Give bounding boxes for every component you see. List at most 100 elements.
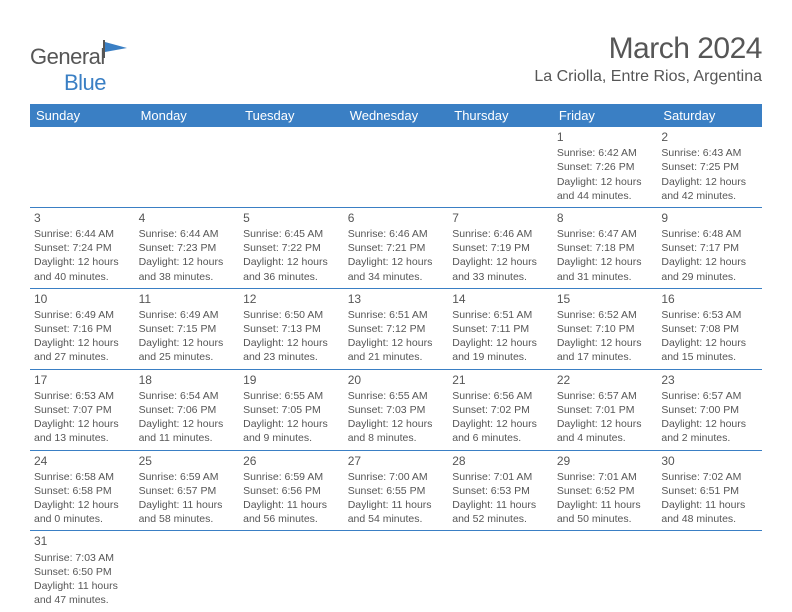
daylight-text: Daylight: 12 hours and 36 minutes.: [243, 255, 340, 283]
daylight-text: Daylight: 12 hours and 4 minutes.: [557, 417, 654, 445]
daylight-text: Daylight: 11 hours and 56 minutes.: [243, 498, 340, 526]
daylight-text: Daylight: 12 hours and 9 minutes.: [243, 417, 340, 445]
sunset-text: Sunset: 7:00 PM: [661, 403, 758, 417]
sunset-text: Sunset: 7:26 PM: [557, 160, 654, 174]
sunrise-text: Sunrise: 6:50 AM: [243, 308, 340, 322]
calendar-cell: 4Sunrise: 6:44 AMSunset: 7:23 PMDaylight…: [135, 207, 240, 288]
sunrise-text: Sunrise: 6:42 AM: [557, 146, 654, 160]
calendar-body: 1Sunrise: 6:42 AMSunset: 7:26 PM Daylight…: [30, 127, 762, 611]
daylight-text: Daylight: 11 hours and 47 minutes.: [34, 579, 131, 607]
day-number: 31: [34, 533, 131, 549]
day-number: 5: [243, 210, 340, 226]
sunset-text: Sunset: 7:03 PM: [348, 403, 445, 417]
calendar-cell: 15Sunrise: 6:52 AMSunset: 7:10 PMDayligh…: [553, 288, 658, 369]
day-number: 26: [243, 453, 340, 469]
sunrise-text: Sunrise: 6:54 AM: [139, 389, 236, 403]
day-number: 19: [243, 372, 340, 388]
daylight-text: Daylight: 12 hours and 6 minutes.: [452, 417, 549, 445]
daylight-text: Daylight: 11 hours and 48 minutes.: [661, 498, 758, 526]
day-number: 21: [452, 372, 549, 388]
calendar-cell: 16Sunrise: 6:53 AMSunset: 7:08 PMDayligh…: [657, 288, 762, 369]
calendar-row: 10Sunrise: 6:49 AMSunset: 7:16 PMDayligh…: [30, 288, 762, 369]
day-number: 12: [243, 291, 340, 307]
daylight-text: Daylight: 12 hours and 11 minutes.: [139, 417, 236, 445]
calendar-cell: 6Sunrise: 6:46 AMSunset: 7:21 PMDaylight…: [344, 207, 449, 288]
sunrise-text: Sunrise: 6:55 AM: [348, 389, 445, 403]
sunset-text: Sunset: 7:07 PM: [34, 403, 131, 417]
location-text: La Criolla, Entre Rios, Argentina: [534, 68, 762, 86]
calendar-row: 1Sunrise: 6:42 AMSunset: 7:26 PMDaylight…: [30, 127, 762, 207]
day-number: 18: [139, 372, 236, 388]
sunrise-text: Sunrise: 6:51 AM: [348, 308, 445, 322]
calendar-cell: 24Sunrise: 6:58 AMSunset: 6:58 PMDayligh…: [30, 450, 135, 531]
day-number: 25: [139, 453, 236, 469]
day-number: 13: [348, 291, 445, 307]
daylight-text: Daylight: 12 hours and 0 minutes.: [34, 498, 131, 526]
daylight-text: Daylight: 11 hours and 50 minutes.: [557, 498, 654, 526]
calendar-row: 24Sunrise: 6:58 AMSunset: 6:58 PMDayligh…: [30, 450, 762, 531]
weekday-header: Sunday: [30, 104, 135, 127]
daylight-text: Daylight: 12 hours and 17 minutes.: [557, 336, 654, 364]
calendar-cell: 21Sunrise: 6:56 AMSunset: 7:02 PMDayligh…: [448, 369, 553, 450]
sunset-text: Sunset: 6:53 PM: [452, 484, 549, 498]
sunset-text: Sunset: 7:12 PM: [348, 322, 445, 336]
sunrise-text: Sunrise: 6:45 AM: [243, 227, 340, 241]
weekday-header: Wednesday: [344, 104, 449, 127]
sunset-text: Sunset: 7:10 PM: [557, 322, 654, 336]
day-number: 3: [34, 210, 131, 226]
daylight-text: Daylight: 12 hours and 13 minutes.: [34, 417, 131, 445]
calendar-cell: 8Sunrise: 6:47 AMSunset: 7:18 PMDaylight…: [553, 207, 658, 288]
daylight-text: Daylight: 12 hours and 33 minutes.: [452, 255, 549, 283]
sunrise-text: Sunrise: 6:51 AM: [452, 308, 549, 322]
day-number: 9: [661, 210, 758, 226]
sunset-text: Sunset: 6:55 PM: [348, 484, 445, 498]
calendar-cell: [553, 531, 658, 611]
calendar-cell: 5Sunrise: 6:45 AMSunset: 7:22 PMDaylight…: [239, 207, 344, 288]
sunrise-text: Sunrise: 6:58 AM: [34, 470, 131, 484]
sunset-text: Sunset: 7:08 PM: [661, 322, 758, 336]
weekday-header: Monday: [135, 104, 240, 127]
sunset-text: Sunset: 7:25 PM: [661, 160, 758, 174]
calendar-cell: 20Sunrise: 6:55 AMSunset: 7:03 PMDayligh…: [344, 369, 449, 450]
sunrise-text: Sunrise: 6:49 AM: [139, 308, 236, 322]
calendar-cell: [657, 531, 762, 611]
day-number: 1: [557, 129, 654, 145]
day-number: 8: [557, 210, 654, 226]
calendar-cell: 10Sunrise: 6:49 AMSunset: 7:16 PMDayligh…: [30, 288, 135, 369]
day-number: 22: [557, 372, 654, 388]
daylight-text: Daylight: 12 hours and 23 minutes.: [243, 336, 340, 364]
day-number: 29: [557, 453, 654, 469]
sunrise-text: Sunrise: 6:59 AM: [243, 470, 340, 484]
sunrise-text: Sunrise: 6:46 AM: [348, 227, 445, 241]
sunrise-text: Sunrise: 6:44 AM: [139, 227, 236, 241]
calendar-row: 31Sunrise: 7:03 AMSunset: 6:50 PMDayligh…: [30, 531, 762, 611]
sunset-text: Sunset: 7:01 PM: [557, 403, 654, 417]
day-number: 16: [661, 291, 758, 307]
calendar-cell: 3Sunrise: 6:44 AMSunset: 7:24 PMDaylight…: [30, 207, 135, 288]
calendar-cell: [344, 531, 449, 611]
sunset-text: Sunset: 6:51 PM: [661, 484, 758, 498]
weekday-header: Thursday: [448, 104, 553, 127]
sunset-text: Sunset: 7:06 PM: [139, 403, 236, 417]
sunset-text: Sunset: 7:05 PM: [243, 403, 340, 417]
sunrise-text: Sunrise: 6:46 AM: [452, 227, 549, 241]
day-number: 11: [139, 291, 236, 307]
header: GeneralBlue March 2024 La Criolla, Entre…: [30, 32, 762, 96]
sunrise-text: Sunrise: 6:56 AM: [452, 389, 549, 403]
sunset-text: Sunset: 7:19 PM: [452, 241, 549, 255]
calendar-cell: 11Sunrise: 6:49 AMSunset: 7:15 PMDayligh…: [135, 288, 240, 369]
day-number: 2: [661, 129, 758, 145]
calendar-cell: [239, 531, 344, 611]
daylight-text: Daylight: 12 hours and 15 minutes.: [661, 336, 758, 364]
day-number: 15: [557, 291, 654, 307]
day-number: 17: [34, 372, 131, 388]
sunrise-text: Sunrise: 7:01 AM: [557, 470, 654, 484]
day-number: 7: [452, 210, 549, 226]
calendar-cell: 17Sunrise: 6:53 AMSunset: 7:07 PMDayligh…: [30, 369, 135, 450]
calendar-cell: 31Sunrise: 7:03 AMSunset: 6:50 PMDayligh…: [30, 531, 135, 611]
title-block: March 2024 La Criolla, Entre Rios, Argen…: [534, 32, 762, 86]
calendar-cell: [239, 127, 344, 207]
calendar-cell: 13Sunrise: 6:51 AMSunset: 7:12 PMDayligh…: [344, 288, 449, 369]
calendar-cell: 25Sunrise: 6:59 AMSunset: 6:57 PMDayligh…: [135, 450, 240, 531]
sunset-text: Sunset: 6:58 PM: [34, 484, 131, 498]
